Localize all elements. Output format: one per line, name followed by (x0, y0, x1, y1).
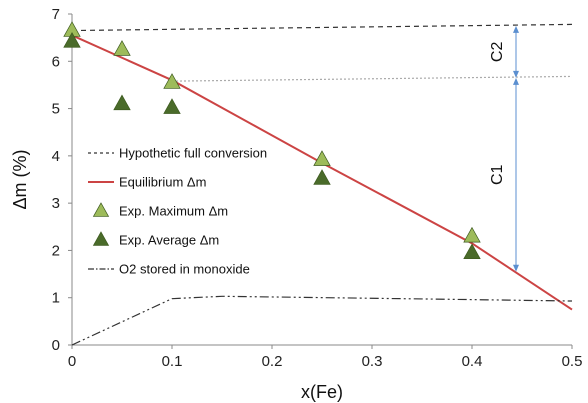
x-axis-title: x(Fe) (301, 382, 343, 402)
series-layer (63, 21, 573, 346)
y-axis-title: Δm (%) (10, 149, 30, 209)
data-point (163, 98, 181, 114)
legend-label: Hypothetic full conversion (119, 146, 267, 161)
arrow-head (513, 25, 519, 33)
annotation-label: C1 (489, 164, 506, 185)
y-tick-label: 1 (52, 290, 60, 307)
legend-entry: Exp. Average Δm (92, 231, 219, 248)
y-tick-label: 6 (52, 53, 60, 70)
data-point (463, 226, 481, 243)
legend-swatch (92, 231, 110, 246)
series-3 (63, 32, 481, 260)
arrow-head (513, 77, 519, 85)
x-tick-label: 0 (68, 353, 76, 370)
series-line (71, 23, 573, 32)
series-0 (71, 23, 573, 32)
data-point (313, 169, 331, 185)
series-line (71, 295, 573, 346)
annotation-label: C2 (489, 42, 506, 63)
legend-entry: O2 stored in monoxide (88, 262, 250, 277)
data-point (313, 150, 331, 166)
arrow-head (513, 70, 519, 78)
annotation-layer: C2 C1 (489, 25, 519, 272)
series-4 (71, 295, 573, 346)
y-tick-label: 5 (52, 101, 60, 118)
legend-entry: Hypothetic full conversion (88, 146, 267, 161)
legend-label: Equilibrium Δm (119, 175, 206, 190)
data-point (63, 32, 81, 48)
x-tick-label: 0.5 (562, 353, 583, 370)
x-tick-label: 0.2 (262, 353, 283, 370)
series-2 (63, 21, 481, 243)
legend-entry: Exp. Maximum Δm (92, 202, 228, 219)
legend-label: Exp. Maximum Δm (119, 204, 228, 219)
annotation-arrow: C2 (489, 25, 519, 78)
y-tick-label: 0 (52, 337, 60, 354)
y-tick-label: 7 (52, 6, 60, 23)
data-point (163, 73, 181, 89)
y-tick-label: 2 (52, 242, 60, 259)
x-tick-label: 0.4 (462, 353, 483, 370)
legend-swatch (92, 202, 110, 217)
legend-label: O2 stored in monoxide (119, 262, 250, 277)
data-point (463, 243, 481, 260)
x-axis-ticks: 0 0.1 0.2 0.3 0.4 0.5 (68, 345, 583, 370)
arrow-head (513, 264, 519, 272)
plot-frame (71, 14, 572, 346)
legend: Hypothetic full conversion Equilibrium Δm… (88, 146, 267, 277)
legend-entry: Equilibrium Δm (88, 175, 206, 190)
data-point (113, 94, 131, 111)
data-point (113, 40, 131, 56)
annotation-arrow: C1 (489, 77, 519, 272)
x-tick-label: 0.3 (362, 353, 383, 370)
reference-line (171, 75, 573, 82)
y-tick-label: 3 (52, 195, 60, 212)
x-tick-label: 0.1 (162, 353, 183, 370)
y-tick-label: 4 (52, 148, 60, 165)
y-axis-ticks: 0 1 2 3 4 5 6 7 (52, 6, 72, 354)
legend-label: Exp. Average Δm (119, 233, 219, 248)
